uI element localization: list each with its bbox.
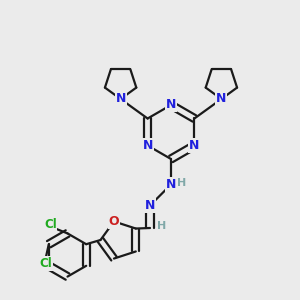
Text: H: H — [177, 178, 186, 188]
Text: N: N — [166, 98, 176, 112]
Text: N: N — [116, 92, 126, 106]
Text: H: H — [157, 220, 166, 231]
Text: N: N — [216, 92, 226, 106]
Text: N: N — [166, 178, 176, 191]
Text: O: O — [109, 215, 119, 228]
Text: N: N — [145, 199, 155, 212]
Text: Cl: Cl — [39, 257, 52, 270]
Text: N: N — [142, 139, 153, 152]
Text: N: N — [189, 139, 200, 152]
Text: Cl: Cl — [44, 218, 57, 231]
